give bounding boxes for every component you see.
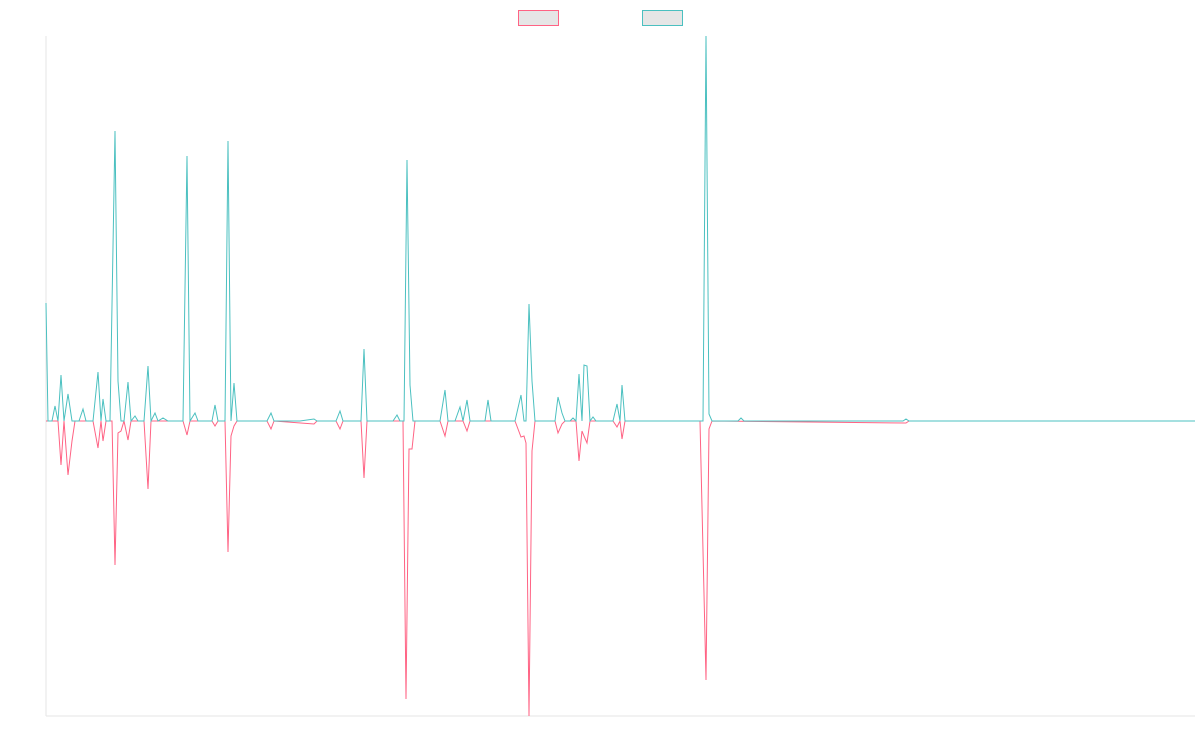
legend-swatch[interactable] bbox=[642, 10, 683, 26]
line bbox=[46, 419, 1195, 717]
legend-swatch[interactable] bbox=[518, 10, 559, 26]
line bbox=[45, 35, 1195, 423]
